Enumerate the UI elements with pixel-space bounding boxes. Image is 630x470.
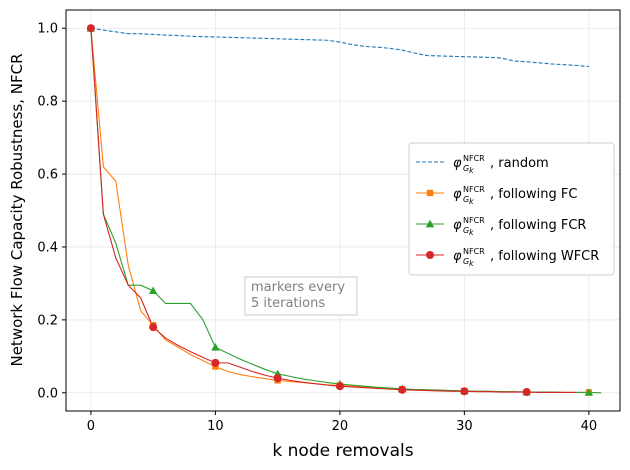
x-tick-label: 30 [456, 419, 473, 434]
legend-superscript: NFCR [463, 247, 485, 256]
plot-area-frame [65, 9, 621, 412]
legend-swatch-marker [426, 189, 434, 197]
legend-subscript: G [463, 226, 469, 235]
legend-label: , random [490, 156, 549, 171]
y-axis-ticks: 0.0 0.2 0.4 0.6 0.8 1.0 [37, 22, 66, 401]
x-tick-label: 0 [87, 419, 95, 434]
y-tick-label: 0.6 [37, 168, 58, 183]
legend-subscript-index: k [469, 197, 474, 206]
x-tick-label: 20 [332, 419, 349, 434]
data-point-following-wfcr [273, 374, 282, 383]
legend-subscript: G [463, 164, 469, 173]
data-point-following-fcr [584, 388, 594, 396]
legend-label: , following FCR [490, 218, 586, 233]
data-point-following-wfcr [522, 388, 531, 397]
data-point-following-wfcr [398, 385, 407, 394]
data-point-following-wfcr [86, 24, 95, 33]
legend-symbol: φ [453, 249, 462, 264]
annotation-frame [244, 276, 358, 316]
legend-subscript-index: k [469, 228, 474, 237]
y-tick-label: 0.0 [37, 386, 58, 401]
legend-subscript-index: k [469, 166, 474, 175]
data-point-following-wfcr [211, 358, 220, 367]
legend-frame [408, 142, 615, 276]
annotation-box: markers every 5 iterations [244, 276, 358, 316]
data-point-following-wfcr [149, 323, 158, 332]
legend-swatch-marker [426, 251, 434, 259]
x-tick-label: 40 [581, 419, 598, 434]
data-point-following-fcr [148, 286, 158, 295]
data-point-following-fcr [211, 343, 220, 351]
legend-superscript: NFCR [463, 185, 485, 194]
data-point-following-wfcr [460, 387, 469, 396]
legend-symbol: φ [453, 156, 462, 171]
y-tick-label: 0.8 [37, 95, 58, 110]
y-tick-label: 1.0 [37, 22, 58, 37]
annotation-line-2: 5 iterations [251, 296, 325, 311]
y-tick-label: 0.4 [37, 240, 58, 255]
data-point-following-wfcr [335, 382, 344, 391]
y-tick-label: 0.2 [37, 313, 58, 328]
legend-subscript: G [463, 195, 469, 204]
series-line-random [90, 27, 589, 68]
x-axis-ticks: 0 10 20 30 40 [87, 411, 597, 434]
x-axis-label: k node removals [272, 441, 413, 461]
legend-subscript-index: k [469, 259, 474, 268]
legend-symbol: φ [453, 218, 462, 233]
annotation-line-1: markers every [251, 280, 345, 295]
series-markers [86, 24, 594, 397]
legend-subscript: G [463, 257, 469, 266]
y-axis-label: Network Flow Capacity Robustness, NFCR [8, 53, 26, 366]
legend-swatch-marker [425, 219, 435, 228]
legend-superscript: NFCR [463, 154, 485, 163]
legend-label: , following WFCR [490, 249, 599, 264]
legend-label: , following FC [490, 187, 577, 202]
x-tick-label: 10 [207, 419, 224, 434]
legend-superscript: NFCR [463, 216, 485, 225]
series-line-following-wfcr [90, 28, 577, 393]
legend-symbol: φ [453, 187, 462, 202]
